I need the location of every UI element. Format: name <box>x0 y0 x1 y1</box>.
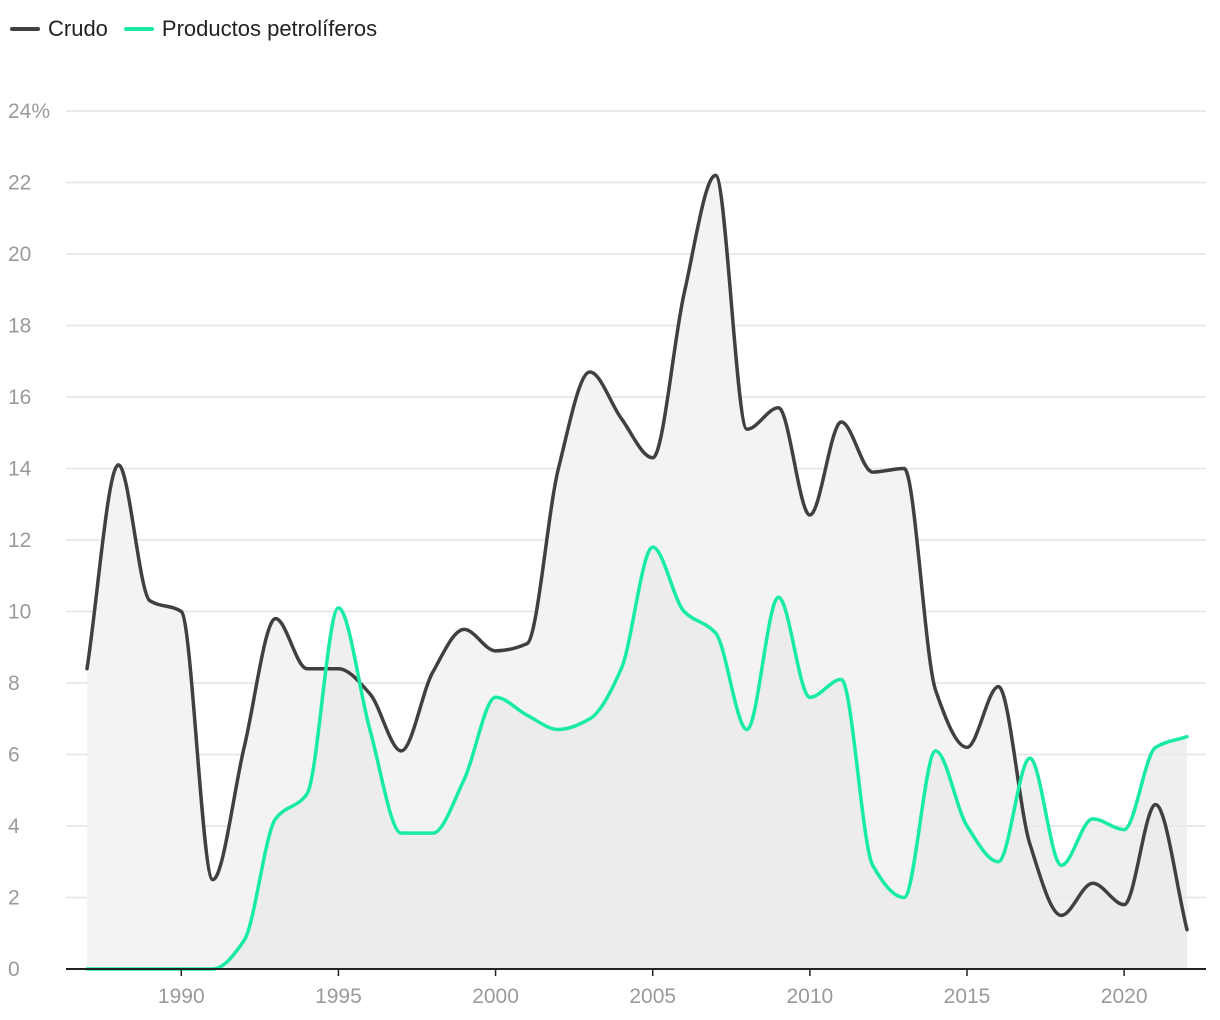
legend-swatch-productos <box>123 27 154 31</box>
series-lines <box>85 173 1189 971</box>
axes: 0 2 4 6 8 10 12 14 16 18 20 22 24% 1990 1995 2000 2005 20… <box>8 100 1206 1008</box>
line-productos-petroliferos[interactable] <box>85 545 1189 971</box>
y-tick-label: 20 <box>8 243 31 266</box>
x-tick-label: 2000 <box>472 985 519 1008</box>
x-tick-label: 2005 <box>629 985 676 1008</box>
y-tick-label: 18 <box>8 315 31 338</box>
x-tick-label: 1995 <box>315 985 362 1008</box>
y-tick-label: 0 <box>8 958 20 981</box>
y-tick-label: 14 <box>8 458 32 481</box>
x-tick-label: 1990 <box>158 985 205 1008</box>
y-tick-label: 12 <box>8 529 31 552</box>
legend-label-crudo: Crudo <box>48 16 108 41</box>
area-productos-petroliferos <box>87 547 1187 969</box>
x-tick-label: 2015 <box>944 985 991 1008</box>
y-tick-label: 10 <box>8 601 31 624</box>
line-crudo[interactable] <box>85 173 1189 932</box>
y-tick-label: 2 <box>8 887 20 910</box>
y-tick-label: 24% <box>8 100 50 123</box>
y-tick-label: 4 <box>8 815 20 838</box>
series-areas <box>87 175 1187 970</box>
y-tick-label: 8 <box>8 672 20 695</box>
y-tick-label: 16 <box>8 386 31 409</box>
legend-swatch-crudo <box>10 27 40 31</box>
legend-label-productos: Productos petrolíferos <box>161 16 378 41</box>
legend-item-productos[interactable]: Productos petrolíferos <box>123 16 378 42</box>
x-tick-label: 2020 <box>1101 985 1148 1008</box>
y-tick-label: 6 <box>8 744 20 767</box>
chart-legend: Crudo Productos petrolíferos <box>10 16 377 42</box>
y-tick-label: 22 <box>8 172 31 195</box>
legend-item-crudo[interactable]: Crudo <box>10 16 108 42</box>
x-tick-label: 2010 <box>786 985 833 1008</box>
